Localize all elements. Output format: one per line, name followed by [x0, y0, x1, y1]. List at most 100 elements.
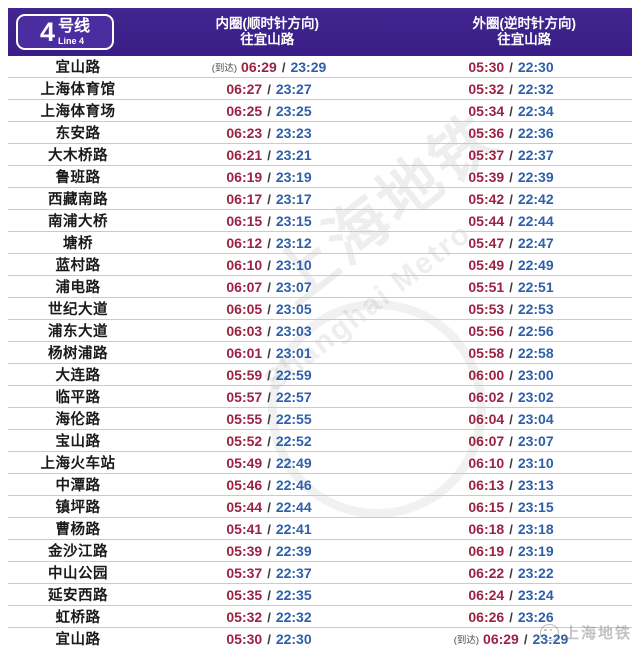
first-train-time: 06:10 [226, 256, 263, 273]
time-separator: / [267, 543, 271, 559]
time-separator: / [523, 631, 528, 647]
outer-times-cell: 06:13/23:13 [390, 477, 632, 493]
last-train-time: 23:15 [517, 498, 554, 515]
outer-times-cell: 06:00/23:00 [390, 367, 632, 383]
outer-times-cell: 06:07/23:07 [390, 433, 632, 449]
table-row: 东安路 06:23/23:23 05:36/22:36 [8, 122, 632, 144]
first-train-time: 06:25 [226, 102, 263, 119]
table-row: 浦电路 06:07/23:07 05:51/22:51 [8, 276, 632, 298]
first-train-time: 06:22 [468, 564, 505, 581]
last-train-time: 22:49 [275, 454, 312, 471]
station-name: 临平路 [55, 390, 101, 406]
first-train-time: 06:24 [468, 586, 505, 603]
time-separator: / [267, 191, 271, 207]
last-train-time: 23:07 [275, 278, 312, 295]
inner-times-cell: 06:03/23:03 [148, 323, 390, 339]
time-separator: / [267, 81, 271, 97]
last-train-time: 23:10 [517, 454, 554, 471]
outer-times-cell: 05:34/22:34 [390, 103, 632, 119]
first-train-time: 06:01 [226, 344, 263, 361]
first-train-time: 06:29 [483, 630, 519, 647]
station-name: 镇坪路 [55, 500, 101, 516]
first-train-time: 05:49 [468, 256, 505, 273]
table-row: 鲁班路 06:19/23:19 05:39/22:39 [8, 166, 632, 188]
table-row: 海伦路 05:55/22:55 06:04/23:04 [8, 408, 632, 430]
time-separator: / [267, 213, 271, 229]
station-name: 上海火车站 [40, 456, 116, 472]
last-train-time: 23:00 [517, 366, 554, 383]
table-row: 临平路 05:57/22:57 06:02/23:02 [8, 386, 632, 408]
line-name-cn: 号线 [58, 17, 91, 35]
time-separator: / [509, 279, 513, 295]
inner-direction-line1: 内圈(顺时针方向) [215, 15, 320, 31]
inner-times-cell: 05:35/22:35 [148, 587, 390, 603]
time-separator: / [267, 103, 271, 119]
last-train-time: 23:07 [517, 432, 554, 449]
table-row: 塘桥 06:12/23:12 05:47/22:47 [8, 232, 632, 254]
table-row: 镇坪路 05:44/22:44 06:15/23:15 [8, 496, 632, 518]
first-train-time: 06:02 [468, 388, 505, 405]
station-name: 曹杨路 [55, 522, 101, 538]
first-train-time: 05:53 [468, 300, 505, 317]
last-train-time: 23:27 [275, 80, 312, 97]
outer-direction-line2: 往宜山路 [497, 32, 552, 47]
station-name: 延安西路 [48, 588, 108, 604]
first-train-time: 06:05 [226, 300, 263, 317]
first-train-time: 05:58 [468, 344, 505, 361]
station-name: 宜山路 [55, 632, 101, 647]
last-train-time: 22:49 [517, 256, 554, 273]
last-train-time: 22:52 [275, 432, 312, 449]
last-train-time: 23:13 [517, 476, 554, 493]
first-train-time: 06:00 [468, 366, 505, 383]
first-train-time: 06:15 [226, 212, 263, 229]
last-train-time: 22:55 [275, 410, 312, 427]
outer-times-cell: 05:47/22:47 [390, 235, 632, 251]
inner-times-cell: 06:21/23:21 [148, 147, 390, 163]
outer-times-cell: 06:15/23:15 [390, 499, 632, 515]
time-separator: / [509, 59, 513, 75]
outer-times-cell: 05:39/22:39 [390, 169, 632, 185]
time-separator: / [267, 587, 271, 603]
station-name: 宜山路 [55, 60, 101, 76]
first-train-time: 06:17 [226, 190, 263, 207]
station-name: 塘桥 [63, 236, 93, 252]
time-separator: / [267, 235, 271, 251]
last-train-time: 22:51 [517, 278, 554, 295]
last-train-time: 22:30 [517, 58, 554, 75]
last-train-time: 22:44 [275, 498, 312, 515]
inner-times-cell: 05:55/22:55 [148, 411, 390, 427]
time-separator: / [267, 125, 271, 141]
table-row: 蓝村路 06:10/23:10 05:49/22:49 [8, 254, 632, 276]
first-train-time: 06:23 [226, 124, 263, 141]
time-separator: / [267, 345, 271, 361]
inner-times-cell: 05:30/22:30 [148, 631, 390, 647]
inner-times-cell: 06:12/23:12 [148, 235, 390, 251]
station-name: 南浦大桥 [48, 214, 108, 230]
last-train-time: 22:56 [517, 322, 554, 339]
table-row: 上海体育场 06:25/23:25 05:34/22:34 [8, 100, 632, 122]
time-separator: / [509, 367, 513, 383]
station-name: 上海体育馆 [40, 82, 116, 98]
line-badge: 4 号线 Line 4 [16, 14, 114, 50]
first-train-time: 05:37 [468, 146, 505, 163]
table-row: 上海体育馆 06:27/23:27 05:32/22:32 [8, 78, 632, 100]
last-train-time: 23:10 [275, 256, 312, 273]
time-separator: / [509, 345, 513, 361]
time-separator: / [267, 631, 271, 647]
inner-times-cell: 05:57/22:57 [148, 389, 390, 405]
last-train-time: 22:44 [517, 212, 554, 229]
time-separator: / [267, 389, 271, 405]
table-row: 宝山路 05:52/22:52 06:07/23:07 [8, 430, 632, 452]
last-train-time: 23:17 [275, 190, 312, 207]
last-train-time: 22:37 [275, 564, 312, 581]
first-train-time: 05:44 [468, 212, 505, 229]
table-row: 大木桥路 06:21/23:21 05:37/22:37 [8, 144, 632, 166]
first-train-time: 05:59 [226, 366, 263, 383]
time-separator: / [509, 301, 513, 317]
table-row: 南浦大桥 06:15/23:15 05:44/22:44 [8, 210, 632, 232]
first-train-time: 05:32 [226, 608, 263, 625]
outer-times-cell: 05:30/22:30 [390, 59, 632, 75]
outer-times-cell: 06:26/23:26 [390, 609, 632, 625]
time-separator: / [267, 257, 271, 273]
